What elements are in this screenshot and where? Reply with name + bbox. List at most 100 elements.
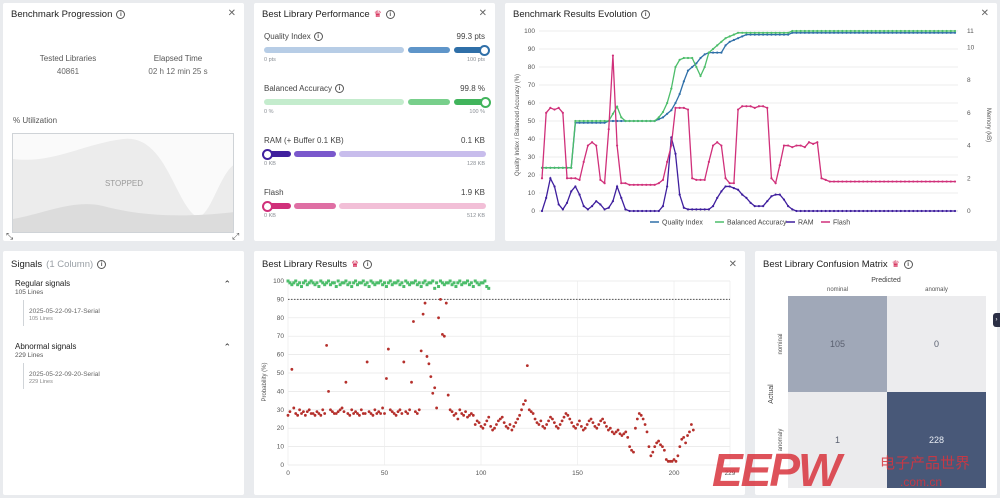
info-icon[interactable]: i [363,260,373,269]
abnormal-point [549,415,552,419]
abnormal-signals-points [286,298,695,463]
abnormal-point [386,347,390,351]
series-point [586,208,589,211]
series-point [545,111,548,114]
close-icon[interactable]: ✕ [980,8,989,19]
resize-handle-left-icon[interactable]: ⤡ [6,231,14,241]
abnormal-point [527,408,531,412]
series-point [766,200,769,203]
regular-point [375,281,379,285]
tree-line [23,363,24,389]
abnormal-point [593,424,597,428]
abnormal-point [332,412,336,415]
confusion-matrix-chart: Predicted Actual nominal nominal anomaly an… [768,277,986,488]
series-point [937,180,940,183]
left-tick-label: 60 [528,100,536,107]
abnormal-point [496,419,500,423]
series-point [791,29,794,33]
regular-point [475,281,479,285]
metric-slider-knob[interactable] [480,96,492,108]
regular-point [392,281,396,285]
chevron-up-icon[interactable]: ⌃ [223,342,231,352]
close-icon[interactable]: ✕ [478,8,487,19]
series-point [953,31,957,34]
series-point [545,196,548,200]
close-icon[interactable]: ✕ [227,8,236,19]
abnormal-point [576,423,579,426]
series-point [782,33,786,36]
series-point [766,31,769,34]
info-icon[interactable]: i [97,260,107,269]
signal-file-name: 2025-05-22-09-20-Serial [29,371,100,378]
y-tick-label: 20 [277,425,285,432]
legend-label: Balanced Accuracy [727,220,787,227]
metric-slider-knob[interactable] [478,44,490,56]
metric-slider-knob[interactable] [262,148,273,160]
regular-point [377,281,381,285]
series-point [953,180,957,183]
y-tick-label: 10 [277,444,285,451]
series-point [945,209,948,213]
series-point [908,209,911,213]
regular-point [383,281,387,285]
regular-point [305,283,309,287]
abnormal-point [431,391,435,395]
evolution-legend: Quality Index Balanced Accuracy RAM Flash [650,220,850,227]
elapsed-time-stat: Elapsed Time 02 h 12 min 25 s [133,54,223,76]
series-point [711,51,715,54]
abnormal-point [369,412,373,415]
series-point [757,204,761,208]
abnormal-point [477,421,481,425]
series-point [824,209,827,213]
series-point [561,111,564,114]
signal-file[interactable]: 2025-05-22-09-20-Serial 229 Lines [29,371,100,385]
series-point [924,29,927,33]
results-y-label: Probability (%) [262,362,268,401]
series-point [920,31,923,34]
abnormal-point [668,459,672,463]
metric-min: 0 pts [264,57,276,63]
metric-max: 512 KB [466,213,485,219]
metric-track-mid [293,151,337,157]
abnormal-point [464,410,467,414]
eepw-watermark-logo: EEPW [712,444,841,496]
regular-point [427,281,431,285]
info-icon[interactable]: i [903,260,913,269]
info-icon[interactable]: i [335,84,345,93]
series-point [933,180,936,183]
series-point [611,112,615,115]
series-point [574,177,577,180]
series-point [891,29,894,33]
info-icon[interactable]: i [641,10,651,19]
metric-value: 99.3 pts [456,32,485,41]
metric-label: RAM (+ Buffer 0.1 KB) [264,136,344,145]
regular-signals-points [286,279,491,290]
series-point [924,31,927,34]
chevron-up-icon[interactable]: ⌃ [223,279,231,289]
signal-file[interactable]: 2025-05-22-09-17-Serial 105 Lines [29,308,100,322]
side-panel-toggle-icon[interactable]: › [993,313,1000,327]
info-icon[interactable]: i [385,10,395,19]
abnormal-point [614,430,618,434]
regular-point [421,281,425,285]
abnormal-point [626,436,630,439]
abnormal-point [466,415,469,419]
utilization-area [13,138,233,232]
metric-slider-knob[interactable] [262,200,273,212]
close-icon[interactable]: ✕ [728,259,737,270]
series-point [807,141,811,144]
abnormal-point [585,423,589,426]
info-icon[interactable]: i [313,32,323,41]
series-point [928,180,932,183]
series-point [774,193,777,196]
series-point [912,209,915,213]
info-icon[interactable]: i [116,10,126,19]
series-point [837,29,840,33]
series-point [645,209,648,213]
predicted-label: Predicted [871,277,901,284]
series-point [736,31,740,34]
resize-handle-right-icon[interactable]: ⤢ [232,231,240,241]
series-point [878,31,882,34]
series-point [586,121,589,124]
series-point [770,177,773,180]
